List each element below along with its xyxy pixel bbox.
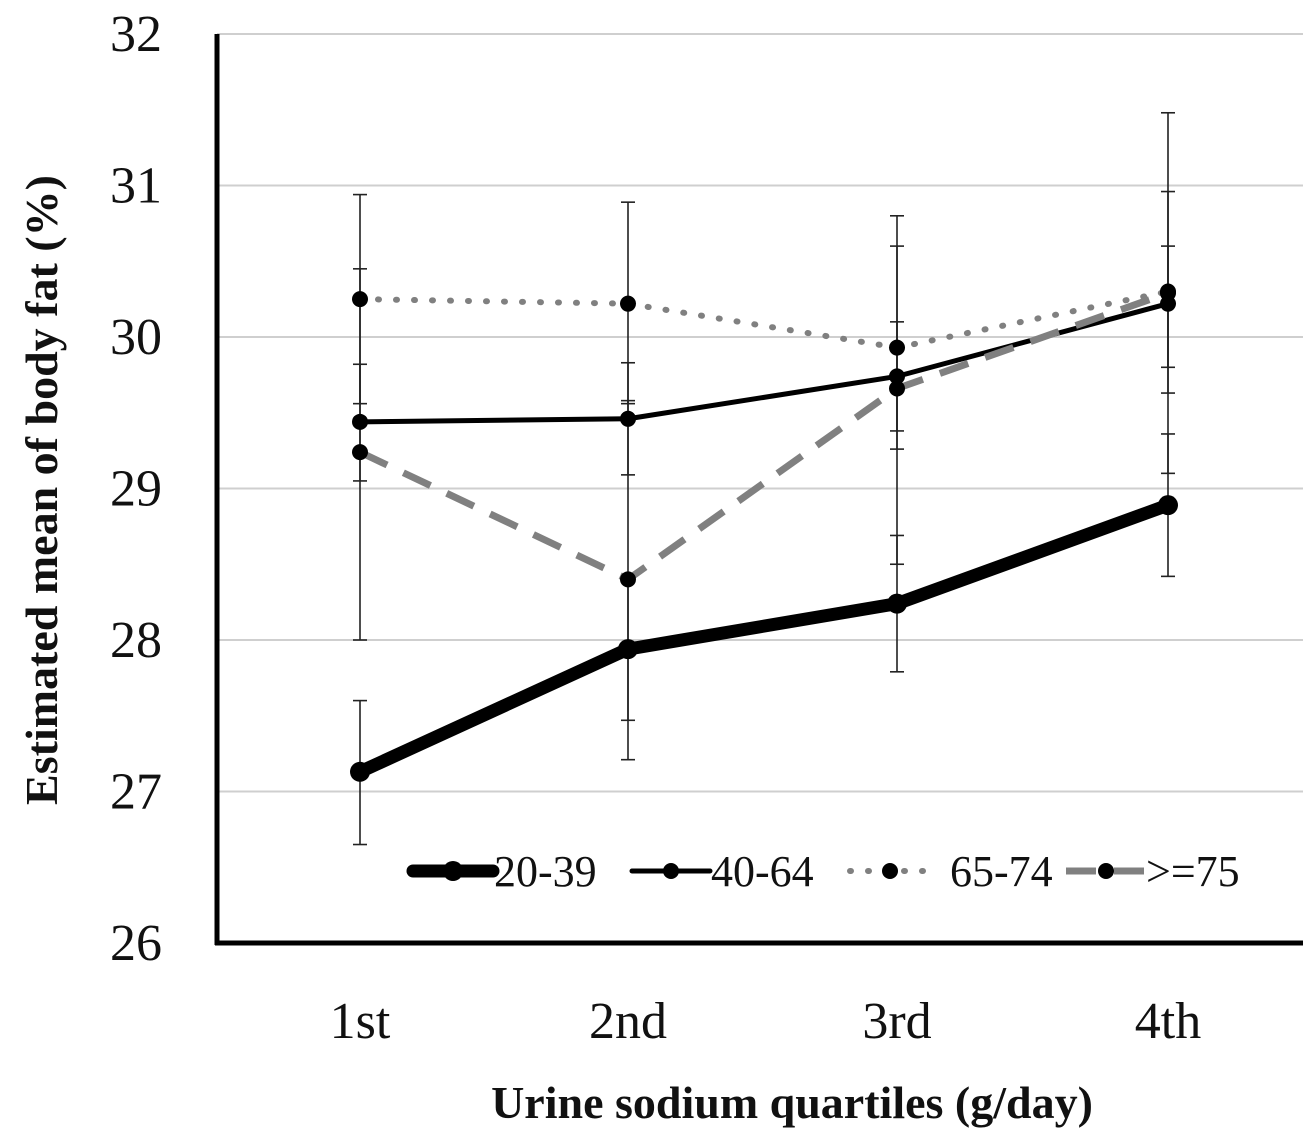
- y-tick-label: 29: [110, 461, 162, 518]
- x-axis-title: Urine sodium quartiles (g/day): [491, 1077, 1093, 1128]
- y-tick-label: 32: [110, 6, 162, 63]
- legend: 20-39 40-64 65-74 >=75: [406, 847, 1240, 896]
- y-tick-label: 26: [110, 915, 162, 972]
- error-bars: [353, 111, 1175, 846]
- data-point: [1158, 495, 1178, 516]
- series-line-3: [358, 289, 1170, 583]
- data-point: [618, 639, 638, 660]
- data-point: [889, 339, 905, 356]
- y-tick-label: 28: [110, 612, 162, 669]
- data-point: [889, 380, 905, 397]
- y-tick-label: 27: [110, 764, 162, 821]
- data-point: [620, 295, 636, 312]
- legend-label: 40-64: [711, 847, 814, 896]
- y-axis-title: Estimated mean of body fat (%): [16, 175, 67, 805]
- data-point: [620, 410, 636, 427]
- legend-swatch-marker: [663, 863, 679, 879]
- data-point: [352, 444, 368, 461]
- x-tick-label: 4th: [1135, 993, 1201, 1050]
- legend-label: 20-39: [494, 847, 597, 896]
- x-tick-label: 1st: [330, 993, 391, 1050]
- data-point: [350, 761, 370, 782]
- legend-swatch-marker: [443, 861, 463, 881]
- legend-swatch-marker: [1098, 863, 1114, 879]
- series-lines: [353, 288, 1175, 779]
- gridlines: [217, 33, 1303, 793]
- y-tick-label: 30: [110, 309, 162, 366]
- series-line-1: [357, 301, 1171, 425]
- data-point: [352, 291, 368, 308]
- tick-labels: 26 27 28 29 30 31 32 1st 2nd 3rd 4th: [110, 6, 1201, 1050]
- data-point: [1160, 285, 1176, 302]
- series-points: [350, 283, 1178, 782]
- legend-swatch-marker: [882, 863, 898, 879]
- y-tick-label: 31: [110, 158, 162, 215]
- data-point: [620, 571, 636, 588]
- data-point: [352, 413, 368, 430]
- x-tick-label: 3rd: [862, 993, 931, 1050]
- legend-label: >=75: [1146, 847, 1240, 896]
- series-line-0: [353, 498, 1175, 779]
- data-point: [887, 593, 907, 614]
- x-tick-label: 2nd: [589, 993, 667, 1050]
- axes: [214, 34, 1303, 946]
- data-point: [889, 368, 905, 385]
- legend-label: 65-74: [950, 847, 1053, 896]
